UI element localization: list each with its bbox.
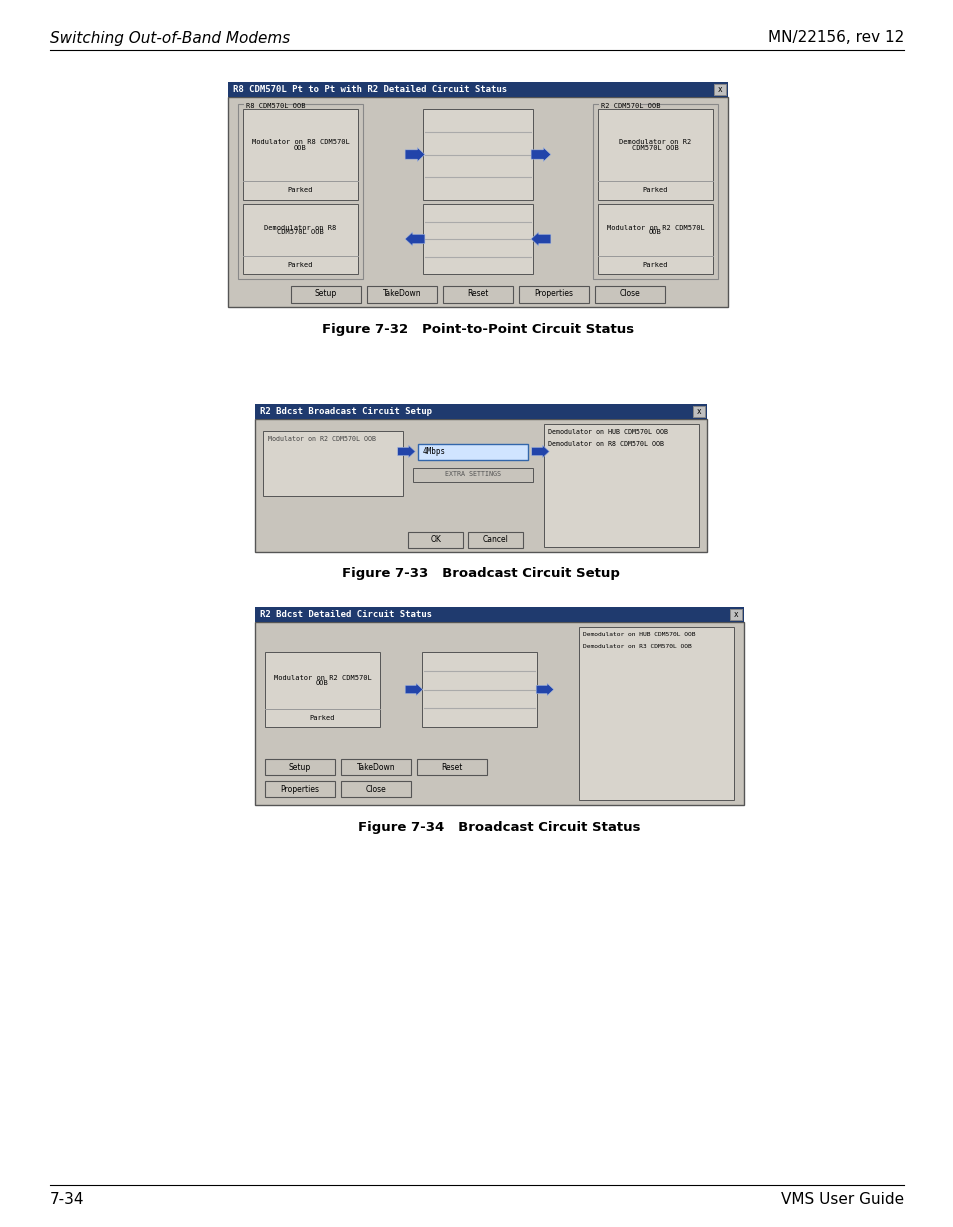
Text: TakeDown: TakeDown	[356, 762, 395, 772]
Bar	[408, 533, 463, 548]
Text: CDM570L OOB: CDM570L OOB	[276, 229, 323, 236]
Bar	[468, 533, 523, 548]
Text: OOB: OOB	[648, 229, 661, 236]
Text: Modulator on R2 CDM570L: Modulator on R2 CDM570L	[274, 675, 371, 681]
Bar	[254, 622, 743, 805]
Text: Demodulator on R8 CDM570L OOB: Demodulator on R8 CDM570L OOB	[547, 440, 663, 447]
Text: Demodulator on R8: Demodulator on R8	[264, 225, 336, 231]
FancyArrow shape	[531, 445, 549, 458]
Text: Figure 7-34   Broadcast Circuit Status: Figure 7-34 Broadcast Circuit Status	[358, 821, 640, 833]
Text: TakeDown: TakeDown	[382, 290, 421, 298]
Bar	[418, 443, 528, 459]
Text: Modulator on R8 CDM570L: Modulator on R8 CDM570L	[252, 140, 349, 146]
Bar	[598, 102, 640, 106]
Bar	[254, 418, 706, 552]
Text: Parked: Parked	[288, 263, 313, 267]
Text: R2 CDM570L OOB: R2 CDM570L OOB	[600, 103, 659, 109]
Text: Parked: Parked	[288, 188, 313, 194]
Text: OOB: OOB	[294, 145, 307, 151]
Text: Demodulator on HUB CDM570L OOB: Demodulator on HUB CDM570L OOB	[547, 429, 667, 436]
Text: R2 Bdcst Detailed Circuit Status: R2 Bdcst Detailed Circuit Status	[260, 610, 432, 618]
Bar	[416, 760, 486, 775]
Text: Cancel: Cancel	[482, 535, 508, 545]
Bar	[340, 782, 411, 798]
FancyArrow shape	[405, 683, 422, 696]
Bar	[578, 627, 733, 800]
Text: Figure 7-33   Broadcast Circuit Setup: Figure 7-33 Broadcast Circuit Setup	[342, 568, 619, 580]
Bar	[442, 286, 513, 303]
Bar	[228, 82, 727, 97]
Text: EXTRA SETTINGS: EXTRA SETTINGS	[445, 471, 501, 477]
Text: Parked: Parked	[310, 715, 335, 721]
Bar	[254, 607, 743, 622]
Text: VMS User Guide: VMS User Guide	[781, 1193, 903, 1207]
Text: OOB: OOB	[315, 680, 329, 686]
Bar	[265, 652, 379, 728]
Bar	[340, 760, 411, 775]
Text: Properties: Properties	[534, 290, 573, 298]
Bar	[593, 104, 718, 279]
FancyArrow shape	[536, 683, 554, 696]
Text: Close: Close	[619, 290, 639, 298]
Bar	[422, 109, 533, 200]
Text: R8 CDM570L OOB: R8 CDM570L OOB	[246, 103, 305, 109]
Bar	[598, 109, 712, 200]
Bar	[692, 406, 704, 417]
FancyArrow shape	[397, 445, 415, 458]
Bar	[595, 286, 664, 303]
FancyArrow shape	[405, 232, 424, 247]
Text: x: x	[733, 610, 738, 618]
Bar	[237, 104, 363, 279]
Text: Demodulator on R3 CDM570L OOB: Demodulator on R3 CDM570L OOB	[582, 644, 691, 649]
FancyArrow shape	[405, 147, 424, 162]
Bar	[243, 109, 357, 200]
Text: Switching Out-of-Band Modems: Switching Out-of-Band Modems	[50, 31, 290, 45]
Bar	[243, 204, 357, 274]
Text: CDM570L OOB: CDM570L OOB	[632, 145, 679, 151]
Text: Parked: Parked	[642, 263, 667, 267]
Text: Figure 7-32   Point-to-Point Circuit Status: Figure 7-32 Point-to-Point Circuit Statu…	[321, 323, 634, 335]
Text: Close: Close	[365, 784, 386, 794]
Bar	[422, 204, 533, 274]
Bar	[367, 286, 436, 303]
Bar	[518, 286, 588, 303]
Text: Reset: Reset	[467, 290, 488, 298]
Bar	[265, 760, 335, 775]
Bar	[228, 97, 727, 307]
Text: Demodulator on HUB CDM570L OOB: Demodulator on HUB CDM570L OOB	[582, 632, 695, 637]
Text: x: x	[696, 407, 700, 416]
Text: MN/22156, rev 12: MN/22156, rev 12	[767, 31, 903, 45]
Text: Parked: Parked	[642, 188, 667, 194]
Text: R2 Bdcst Broadcast Circuit Setup: R2 Bdcst Broadcast Circuit Setup	[260, 407, 432, 416]
Bar	[263, 431, 402, 496]
Text: Properties: Properties	[280, 784, 319, 794]
Bar	[265, 782, 335, 798]
Bar	[244, 102, 286, 106]
Bar	[291, 286, 360, 303]
Text: Reset: Reset	[441, 762, 462, 772]
Bar	[254, 404, 706, 418]
Text: OK: OK	[430, 535, 441, 545]
Text: Demodulator on R2: Demodulator on R2	[618, 140, 691, 146]
FancyArrow shape	[531, 147, 550, 162]
Bar	[713, 83, 725, 94]
Text: 4Mbps: 4Mbps	[422, 447, 445, 456]
Bar	[543, 425, 699, 547]
Bar	[413, 467, 533, 481]
Bar	[729, 609, 741, 620]
Text: Modulator on R2 CDM570L: Modulator on R2 CDM570L	[606, 225, 703, 231]
Bar	[598, 204, 712, 274]
Text: Setup: Setup	[314, 290, 336, 298]
FancyArrow shape	[531, 232, 550, 247]
Text: Setup: Setup	[289, 762, 311, 772]
Bar	[421, 652, 537, 728]
Text: 7-34: 7-34	[50, 1193, 85, 1207]
Text: R8 CDM570L Pt to Pt with R2 Detailed Circuit Status: R8 CDM570L Pt to Pt with R2 Detailed Cir…	[233, 85, 507, 94]
Text: x: x	[717, 85, 721, 94]
Text: Modulator on R2 CDM570L OOB: Modulator on R2 CDM570L OOB	[268, 436, 375, 442]
